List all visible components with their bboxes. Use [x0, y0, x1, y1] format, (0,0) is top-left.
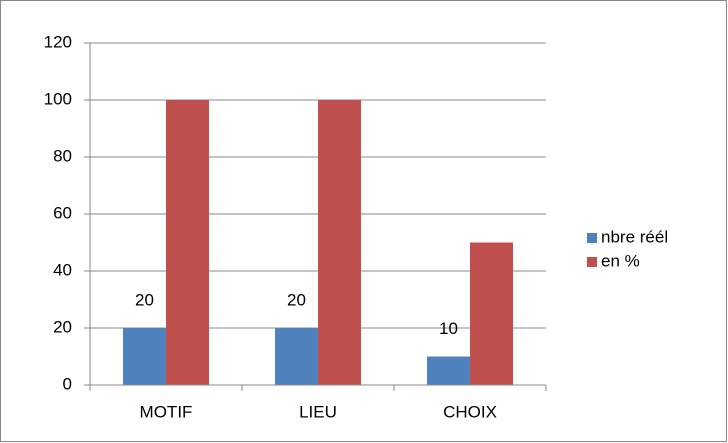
y-tick-label: 0	[63, 374, 72, 393]
x-tick-label: MOTIF	[140, 402, 193, 421]
bar	[166, 100, 209, 385]
y-tick-label: 120	[44, 32, 72, 51]
data-label: 20	[135, 290, 154, 309]
bar	[318, 100, 361, 385]
y-tick-label: 40	[53, 260, 72, 279]
y-tick-label: 20	[53, 317, 72, 336]
legend-swatch	[587, 233, 597, 243]
x-tick-label: LIEU	[299, 402, 337, 421]
legend-label: nbre réél	[601, 227, 668, 246]
y-tick-label: 60	[53, 203, 72, 222]
bar	[123, 328, 166, 385]
bar	[275, 328, 318, 385]
x-tick-label: CHOIX	[443, 402, 497, 421]
y-tick-label: 100	[44, 89, 72, 108]
legend-swatch	[587, 257, 597, 267]
bar	[470, 242, 513, 385]
legend-label: en %	[601, 251, 640, 270]
data-label: 10	[439, 319, 458, 338]
data-label: 20	[287, 290, 306, 309]
bar	[427, 356, 470, 385]
y-tick-label: 80	[53, 146, 72, 165]
